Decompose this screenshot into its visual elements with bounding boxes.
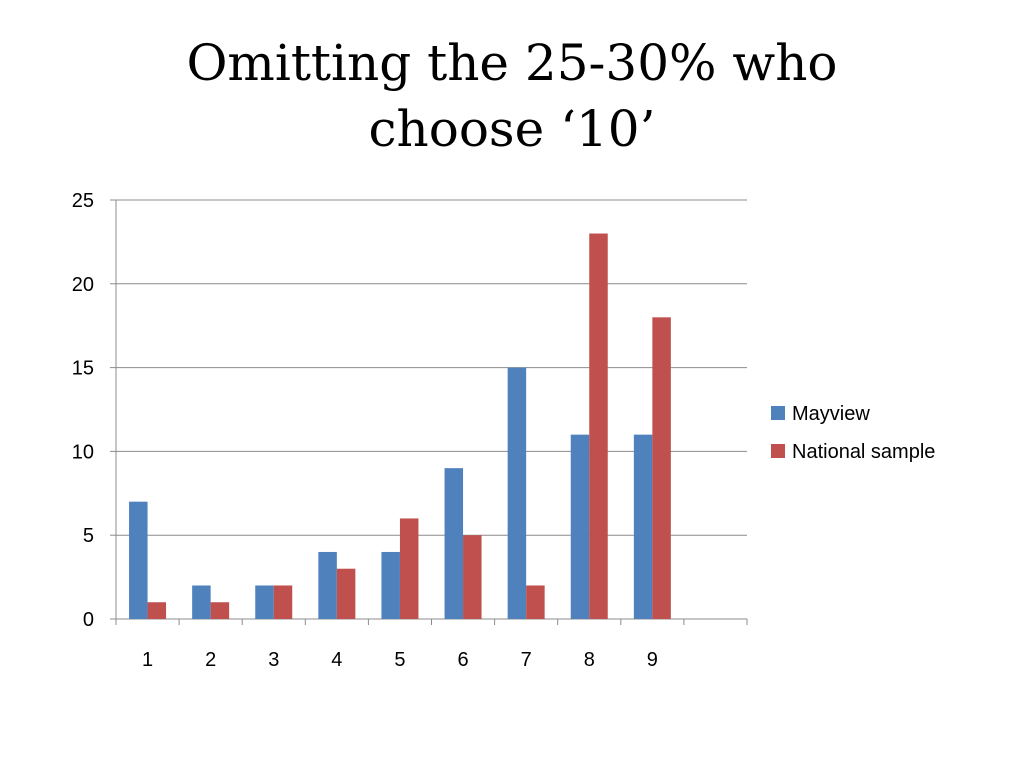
bar-mayview-5 [381,551,400,619]
y-tick-label: 5 [83,525,94,547]
x-tick-label: 9 [647,649,658,671]
tick-labels: 0 5 10 15 20 25 1 2 3 4 5 6 7 8 9 [72,190,658,671]
x-tick-label: 2 [205,649,216,671]
x-tick-label: 1 [142,649,153,671]
bar-national-sample-8 [589,233,608,619]
bar-mayview-3 [255,585,274,619]
slide-title-line-1: Omitting the 25-30% who [186,34,838,92]
y-tick-label: 20 [72,274,94,296]
bar-mayview-8 [570,434,590,619]
bar-national-sample-3 [273,585,293,619]
legend: Mayview National sample [771,403,935,463]
x-tick-label: 7 [521,649,532,671]
x-tick-label: 5 [394,649,405,671]
legend-swatch [771,444,785,458]
bar-national-sample-6 [463,535,482,619]
bar-mayview-4 [318,551,337,619]
bar-mayview-6 [444,468,464,619]
y-tick-label: 15 [72,358,94,380]
bar-national-sample-1 [147,602,167,619]
bar-national-sample-9 [652,317,671,619]
slide-title: Omitting the 25-30% who choose ‘10’ [0,30,1024,162]
bars [129,233,671,619]
x-tick-label: 4 [331,649,342,671]
legend-label: Mayview [792,403,870,425]
bar-national-sample-2 [210,602,230,619]
slide-title-line-2: choose ‘10’ [368,100,656,158]
bar-national-sample-7 [526,585,545,619]
y-tick-label: 0 [83,609,94,631]
bar-mayview-7 [507,367,527,619]
bar-national-sample-5 [399,518,419,619]
x-tick-label: 8 [584,649,595,671]
bar-mayview-1 [129,501,148,619]
y-tick-label: 10 [72,441,94,463]
y-tick-label: 25 [72,190,94,212]
bar-mayview-2 [192,585,211,619]
x-tick-label: 6 [457,649,468,671]
legend-swatch [771,406,785,420]
x-tick-label: 3 [268,649,279,671]
legend-label: National sample [792,441,935,463]
bar-national-sample-4 [336,568,356,619]
bar-mayview-9 [633,434,653,619]
